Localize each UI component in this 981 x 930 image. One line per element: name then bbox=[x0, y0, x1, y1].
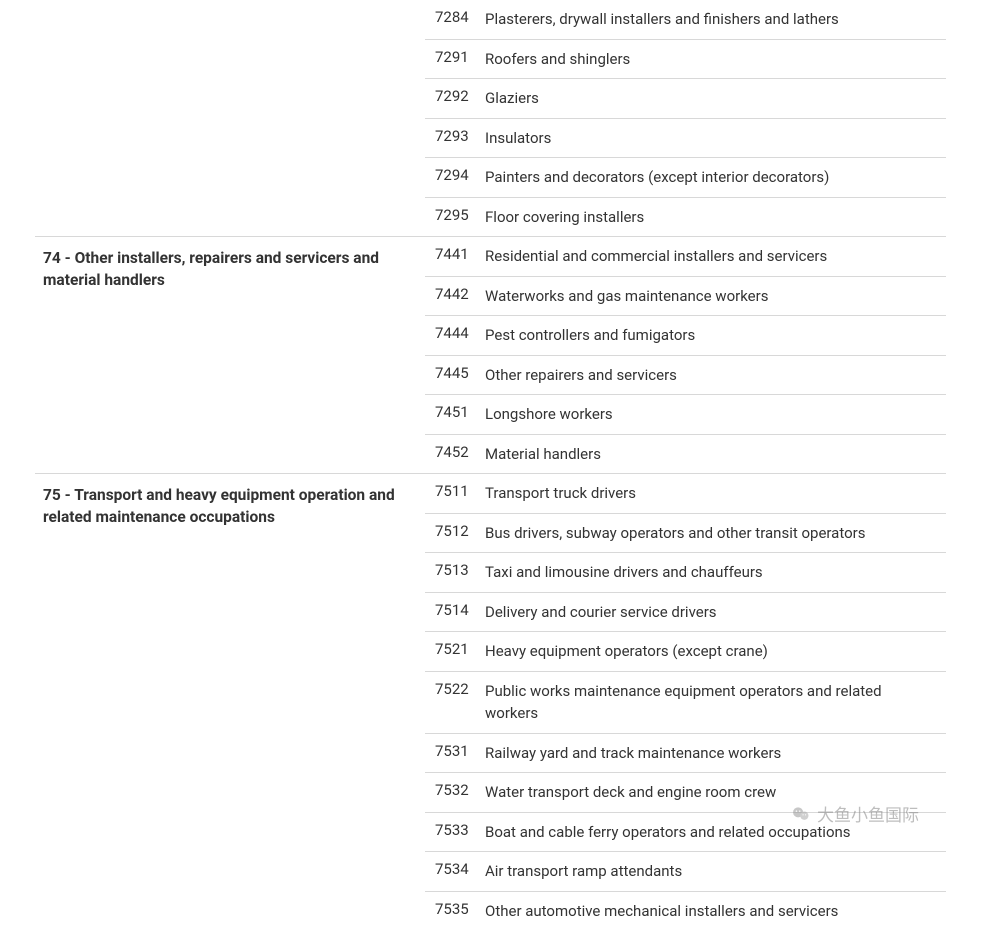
category-column bbox=[35, 0, 425, 236]
occupation-code: 7452 bbox=[425, 443, 481, 466]
watermark: 大鱼小鱼国际 bbox=[791, 801, 919, 826]
occupation-code: 7444 bbox=[425, 324, 481, 347]
occupation-desc: Material handlers bbox=[481, 443, 946, 466]
occupation-code: 7441 bbox=[425, 245, 481, 268]
table-row: 7445Other repairers and servicers bbox=[425, 355, 946, 395]
occupation-code: 7535 bbox=[425, 900, 481, 923]
table-row: 7293Insulators bbox=[425, 118, 946, 158]
occupation-code: 7532 bbox=[425, 781, 481, 804]
category-title: 74 - Other installers, repairers and ser… bbox=[43, 247, 413, 292]
occupation-code: 7512 bbox=[425, 522, 481, 545]
occupation-desc: Plasterers, drywall installers and finis… bbox=[481, 8, 946, 31]
table-row: 7514Delivery and courier service drivers bbox=[425, 592, 946, 632]
table-row: 7531Railway yard and track maintenance w… bbox=[425, 733, 946, 773]
occupation-code: 7445 bbox=[425, 364, 481, 387]
occupation-code: 7295 bbox=[425, 206, 481, 229]
rows-column: 7441Residential and commercial installer… bbox=[425, 237, 946, 473]
occupation-desc: Other repairers and servicers bbox=[481, 364, 946, 387]
occupation-desc: Floor covering installers bbox=[481, 206, 946, 229]
table-row: 7294Painters and decorators (except inte… bbox=[425, 157, 946, 197]
occupation-table: 7284Plasterers, drywall installers and f… bbox=[0, 0, 981, 930]
table-row: 7295Floor covering installers bbox=[425, 197, 946, 237]
occupation-code: 7514 bbox=[425, 601, 481, 624]
category-column: 75 - Transport and heavy equipment opera… bbox=[35, 474, 425, 930]
table-row: 7452Material handlers bbox=[425, 434, 946, 474]
table-row: 7534Air transport ramp attendants bbox=[425, 851, 946, 891]
occupation-desc: Painters and decorators (except interior… bbox=[481, 166, 946, 189]
occupation-desc: Railway yard and track maintenance worke… bbox=[481, 742, 946, 765]
occupation-desc: Pest controllers and fumigators bbox=[481, 324, 946, 347]
occupation-code: 7293 bbox=[425, 127, 481, 150]
occupation-code: 7451 bbox=[425, 403, 481, 426]
occupation-desc: Waterworks and gas maintenance workers bbox=[481, 285, 946, 308]
table-row: 7442Waterworks and gas maintenance worke… bbox=[425, 276, 946, 316]
table-row: 7513Taxi and limousine drivers and chauf… bbox=[425, 552, 946, 592]
table-row: 7511Transport truck drivers bbox=[425, 474, 946, 513]
occupation-code: 7442 bbox=[425, 285, 481, 308]
table-row: 7522Public works maintenance equipment o… bbox=[425, 671, 946, 733]
occupation-code: 7521 bbox=[425, 640, 481, 663]
occupation-code: 7292 bbox=[425, 87, 481, 110]
occupation-code: 7531 bbox=[425, 742, 481, 765]
table-row: 7512Bus drivers, subway operators and ot… bbox=[425, 513, 946, 553]
table-section: 75 - Transport and heavy equipment opera… bbox=[35, 473, 946, 930]
table-section: 74 - Other installers, repairers and ser… bbox=[35, 236, 946, 473]
occupation-code: 7534 bbox=[425, 860, 481, 883]
occupation-desc: Air transport ramp attendants bbox=[481, 860, 946, 883]
occupation-desc: Transport truck drivers bbox=[481, 482, 946, 505]
table-row: 7521Heavy equipment operators (except cr… bbox=[425, 631, 946, 671]
watermark-text: 大鱼小鱼国际 bbox=[817, 801, 919, 826]
occupation-code: 7533 bbox=[425, 821, 481, 844]
occupation-desc: Roofers and shinglers bbox=[481, 48, 946, 71]
occupation-desc: Glaziers bbox=[481, 87, 946, 110]
occupation-desc: Public works maintenance equipment opera… bbox=[481, 680, 946, 725]
rows-column: 7284Plasterers, drywall installers and f… bbox=[425, 0, 946, 236]
occupation-desc: Longshore workers bbox=[481, 403, 946, 426]
rows-column: 7511Transport truck drivers7512Bus drive… bbox=[425, 474, 946, 930]
table-section: 7284Plasterers, drywall installers and f… bbox=[35, 0, 946, 236]
occupation-desc: Delivery and courier service drivers bbox=[481, 601, 946, 624]
occupation-desc: Taxi and limousine drivers and chauffeur… bbox=[481, 561, 946, 584]
table-row: 7441Residential and commercial installer… bbox=[425, 237, 946, 276]
occupation-code: 7284 bbox=[425, 8, 481, 31]
category-column: 74 - Other installers, repairers and ser… bbox=[35, 237, 425, 473]
table-row: 7451Longshore workers bbox=[425, 394, 946, 434]
occupation-desc: Other automotive mechanical installers a… bbox=[481, 900, 946, 923]
category-title: 75 - Transport and heavy equipment opera… bbox=[43, 484, 413, 529]
table-row: 7535Other automotive mechanical installe… bbox=[425, 891, 946, 930]
occupation-code: 7291 bbox=[425, 48, 481, 71]
occupation-code: 7522 bbox=[425, 680, 481, 725]
occupation-desc: Heavy equipment operators (except crane) bbox=[481, 640, 946, 663]
occupation-code: 7513 bbox=[425, 561, 481, 584]
occupation-code: 7511 bbox=[425, 482, 481, 505]
occupation-desc: Insulators bbox=[481, 127, 946, 150]
table-row: 7284Plasterers, drywall installers and f… bbox=[425, 0, 946, 39]
table-row: 7444Pest controllers and fumigators bbox=[425, 315, 946, 355]
table-row: 7292Glaziers bbox=[425, 78, 946, 118]
occupation-desc: Bus drivers, subway operators and other … bbox=[481, 522, 946, 545]
occupation-code: 7294 bbox=[425, 166, 481, 189]
table-row: 7291Roofers and shinglers bbox=[425, 39, 946, 79]
wechat-icon bbox=[791, 804, 811, 824]
occupation-desc: Residential and commercial installers an… bbox=[481, 245, 946, 268]
